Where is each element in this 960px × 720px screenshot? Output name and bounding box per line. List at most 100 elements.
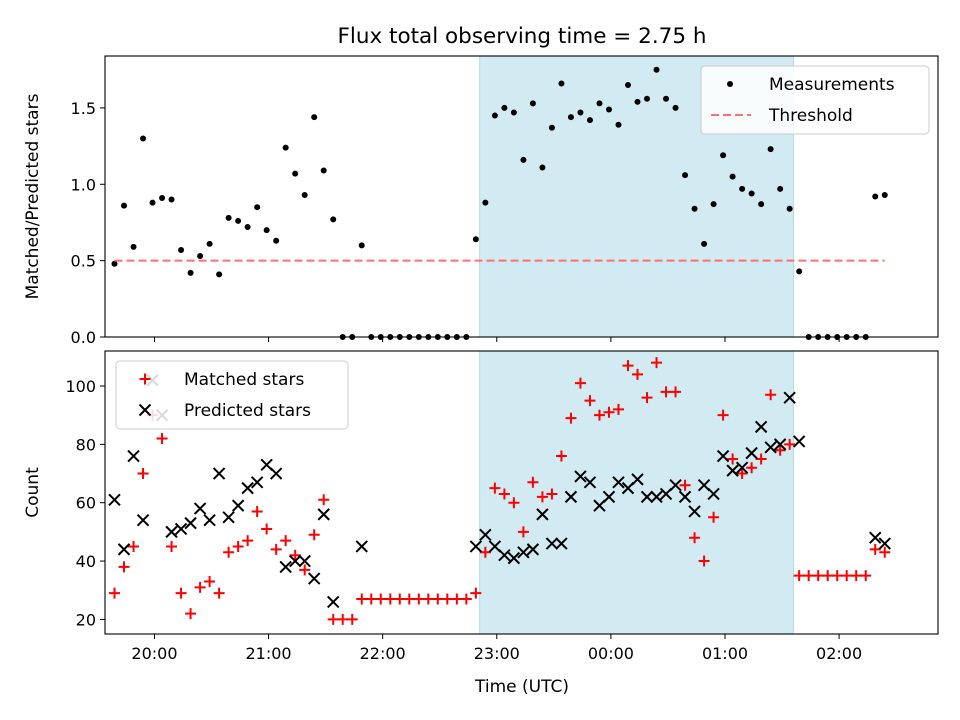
legend-box (700, 65, 930, 135)
measurement-point (682, 172, 689, 179)
matched-star-point (803, 570, 815, 582)
matched-star-point (232, 540, 244, 552)
y-tick-label: 20 (76, 610, 96, 629)
predicted-star-point (117, 543, 131, 556)
matched-star-point (308, 529, 320, 541)
measurement-point (881, 191, 888, 198)
y-axis-label-bottom: Count (23, 467, 43, 518)
matched-star-point (413, 593, 425, 605)
matched-star-point (318, 494, 330, 506)
matched-star-point (765, 389, 777, 401)
matched-star-point (109, 587, 121, 599)
measurement-point (159, 195, 166, 202)
predicted-star-point (136, 514, 150, 527)
matched-star-point (603, 406, 615, 418)
top-panel-ratio: 0.0 0.5 1.0 1.5 Measurements Threshold (71, 55, 939, 347)
legend-label: Matched stars (184, 370, 304, 390)
measurement-point (206, 240, 213, 247)
matched-star-point (679, 479, 691, 491)
predicted-star-point (184, 516, 197, 530)
measurement-point (491, 112, 498, 119)
matched-star-point (869, 543, 881, 555)
measurement-point (472, 236, 479, 243)
measurement-point (330, 216, 337, 223)
x-tick-label: 21:00 (246, 644, 292, 663)
predicted-star-point (669, 478, 682, 492)
matched-star-point (194, 581, 206, 593)
predicted-star-point (250, 476, 264, 489)
matched-star-point (536, 491, 548, 503)
measurement-point (663, 95, 670, 102)
measurement-point (178, 246, 185, 253)
predicted-star-point (307, 572, 321, 585)
matched-star-point (812, 570, 824, 582)
predicted-star-point (678, 490, 692, 504)
measurement-point (748, 190, 755, 197)
predicted-star-point (279, 560, 292, 574)
matched-star-point (346, 613, 358, 625)
y-tick-label: 60 (76, 494, 96, 513)
legend-label: Threshold (768, 106, 853, 126)
legend-marker (138, 403, 152, 417)
measurement-point (273, 237, 280, 244)
matched-star-point (612, 403, 624, 415)
measurement-point (567, 114, 574, 121)
y-tick-label: 40 (76, 552, 96, 571)
measurement-point (644, 95, 651, 102)
measurement-point (701, 240, 708, 247)
matched-star-point (394, 593, 406, 605)
predicted-star-point (583, 476, 597, 489)
measurement-point (140, 135, 147, 142)
predicted-star-point (469, 540, 483, 553)
matched-star-point (479, 546, 491, 558)
predicted-star-point (555, 537, 568, 550)
predicted-star-point (212, 467, 226, 480)
matched-star-point (727, 453, 739, 465)
matched-star-point (299, 564, 311, 576)
measurement-point (311, 114, 318, 121)
matched-star-point (565, 412, 577, 424)
matched-star-point (213, 587, 225, 599)
measurement-point (216, 271, 223, 278)
predicted-star-point (631, 473, 644, 486)
predicted-star-point (355, 540, 368, 553)
matched-star-point (660, 386, 672, 398)
matched-star-point (717, 409, 729, 421)
predicted-star-point (222, 511, 235, 524)
matched-star-point (384, 593, 396, 605)
predicted-star-point (298, 554, 311, 568)
predicted-star-point (241, 481, 254, 495)
measurement-point (558, 80, 565, 87)
matched-star-point (850, 570, 862, 582)
measurement-point (615, 121, 622, 128)
x-tick-label: 22:00 (360, 644, 406, 663)
measurement-point (187, 269, 194, 276)
measurement-point (586, 117, 593, 124)
measurement-point (653, 66, 660, 73)
matched-star-point (175, 587, 187, 599)
matched-star-point (508, 497, 520, 509)
matched-star-point (774, 444, 786, 456)
measurement-point (529, 100, 536, 107)
matched-star-point (736, 468, 748, 480)
measurement-point (168, 196, 175, 203)
matched-star-point (422, 593, 434, 605)
x-tick-label: 20:00 (131, 644, 177, 663)
predicted-star-point (108, 493, 121, 507)
predicted-star-point (165, 525, 178, 539)
matched-star-point (128, 540, 140, 552)
measurement-point (539, 164, 546, 171)
measurement-point (358, 242, 365, 249)
matched-star-point (755, 453, 767, 465)
matched-star-point (822, 570, 834, 582)
matched-star-point (365, 593, 377, 605)
measurement-point (758, 201, 765, 208)
matched-star-point (441, 593, 453, 605)
measurement-point (510, 109, 517, 116)
measurement-point (720, 152, 727, 159)
measurement-point (777, 185, 784, 192)
predicted-star-point (878, 537, 891, 550)
y-tick-label: 1.0 (71, 175, 96, 194)
matched-star-point (689, 532, 701, 544)
